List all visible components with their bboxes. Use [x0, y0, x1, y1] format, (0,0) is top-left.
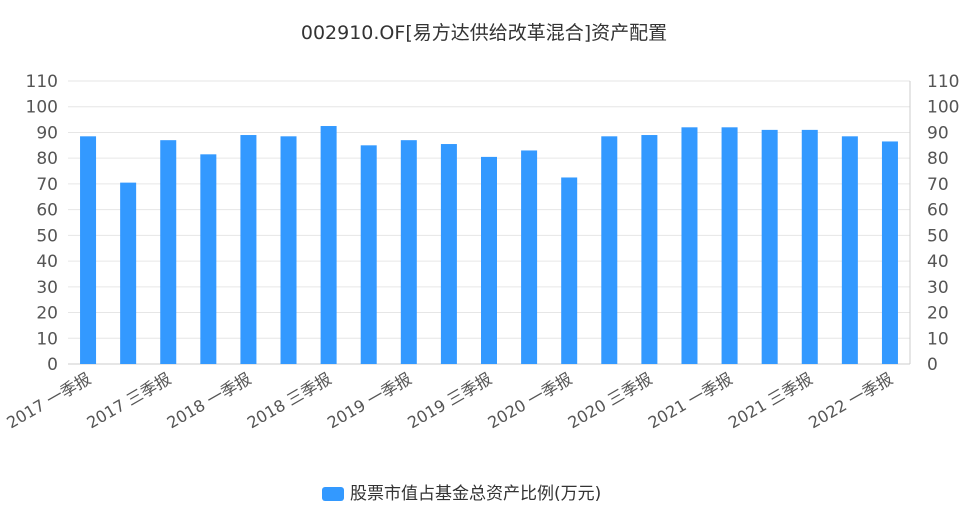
y-tick-label-left: 10 — [36, 329, 58, 349]
x-tick-label: 2020 一季报 — [484, 369, 575, 432]
bar[interactable] — [280, 136, 297, 364]
bar[interactable] — [160, 140, 177, 364]
bar[interactable] — [721, 127, 738, 365]
y-tick-label-left: 110 — [26, 72, 58, 92]
y-tick-label-left: 60 — [36, 201, 58, 221]
y-axis-left: 0 10 20 30 40 50 60 70 80 90 100 110 — [26, 72, 58, 375]
y-tick-label-right: 100 — [927, 98, 959, 118]
y-tick-label-right: 60 — [927, 201, 949, 221]
y-tick-label-right: 70 — [927, 175, 949, 195]
bar[interactable] — [440, 144, 457, 364]
x-tick-label: 2021 一季报 — [645, 369, 736, 432]
y-tick-label-left: 90 — [36, 123, 58, 143]
y-tick-label-left: 70 — [36, 175, 58, 195]
y-tick-label-left: 50 — [36, 226, 58, 246]
legend-swatch[interactable] — [322, 487, 344, 501]
y-tick-label-left: 20 — [36, 304, 58, 324]
y-tick-label-right: 10 — [927, 329, 949, 349]
y-axis-right: 0 10 20 30 40 50 60 70 80 90 100 110 — [909, 72, 959, 375]
bar[interactable] — [320, 126, 337, 364]
y-tick-label-right: 20 — [927, 304, 949, 324]
y-tick-label-left: 100 — [26, 98, 58, 118]
x-tick-label: 2022 一季报 — [805, 369, 896, 432]
y-tick-label-right: 30 — [927, 278, 949, 298]
x-tick-label: 2019 三季报 — [404, 369, 495, 432]
bar[interactable] — [801, 129, 818, 364]
legend[interactable]: 股票市值占基金总资产比例(万元) — [322, 484, 601, 504]
y-tick-label-left: 80 — [36, 149, 58, 169]
x-tick-label: 2017 一季报 — [3, 369, 94, 432]
bar[interactable] — [561, 177, 578, 364]
y-tick-label-right: 50 — [927, 226, 949, 246]
y-tick-label-right: 40 — [927, 252, 949, 272]
bar[interactable] — [360, 145, 377, 364]
bar[interactable] — [761, 129, 778, 364]
y-tick-label-left: 30 — [36, 278, 58, 298]
legend-label[interactable]: 股票市值占基金总资产比例(万元) — [350, 484, 601, 504]
chart-title: 002910.OF[易方达供给改革混合]资产配置 — [301, 22, 667, 44]
bar[interactable] — [521, 150, 538, 364]
x-tick-label: 2018 一季报 — [164, 369, 255, 432]
bar[interactable] — [400, 140, 417, 364]
y-tick-label-left: 40 — [36, 252, 58, 272]
bar[interactable] — [601, 136, 618, 364]
y-tick-label-right: 0 — [927, 355, 938, 375]
bar[interactable] — [841, 136, 858, 364]
bar[interactable] — [481, 156, 497, 364]
y-tick-label-right: 80 — [927, 149, 949, 169]
y-tick-label-right: 90 — [927, 123, 949, 143]
y-tick-label-right: 110 — [927, 72, 959, 92]
bar-series — [80, 126, 898, 365]
bar[interactable] — [80, 136, 97, 364]
y-tick-label-left: 0 — [47, 355, 58, 375]
x-tick-label: 2021 三季报 — [725, 369, 816, 432]
bar[interactable] — [641, 135, 658, 364]
bar[interactable] — [681, 127, 698, 365]
x-tick-label: 2017 三季报 — [83, 369, 174, 432]
bar[interactable] — [240, 135, 257, 364]
x-tick-label: 2018 三季报 — [244, 369, 335, 432]
x-tick-label: 2020 三季报 — [565, 369, 656, 432]
bar[interactable] — [881, 141, 898, 364]
bar[interactable] — [200, 154, 217, 364]
bar[interactable] — [120, 182, 137, 364]
x-tick-label: 2019 一季报 — [324, 369, 415, 432]
